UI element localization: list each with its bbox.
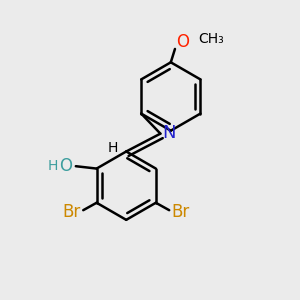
Text: Br: Br bbox=[63, 203, 81, 221]
Text: O: O bbox=[176, 33, 189, 51]
Text: Br: Br bbox=[171, 203, 190, 221]
Text: H: H bbox=[48, 159, 58, 173]
Text: O: O bbox=[59, 157, 72, 175]
Text: CH₃: CH₃ bbox=[199, 32, 224, 46]
Text: N: N bbox=[162, 124, 175, 142]
Text: H: H bbox=[108, 141, 118, 155]
